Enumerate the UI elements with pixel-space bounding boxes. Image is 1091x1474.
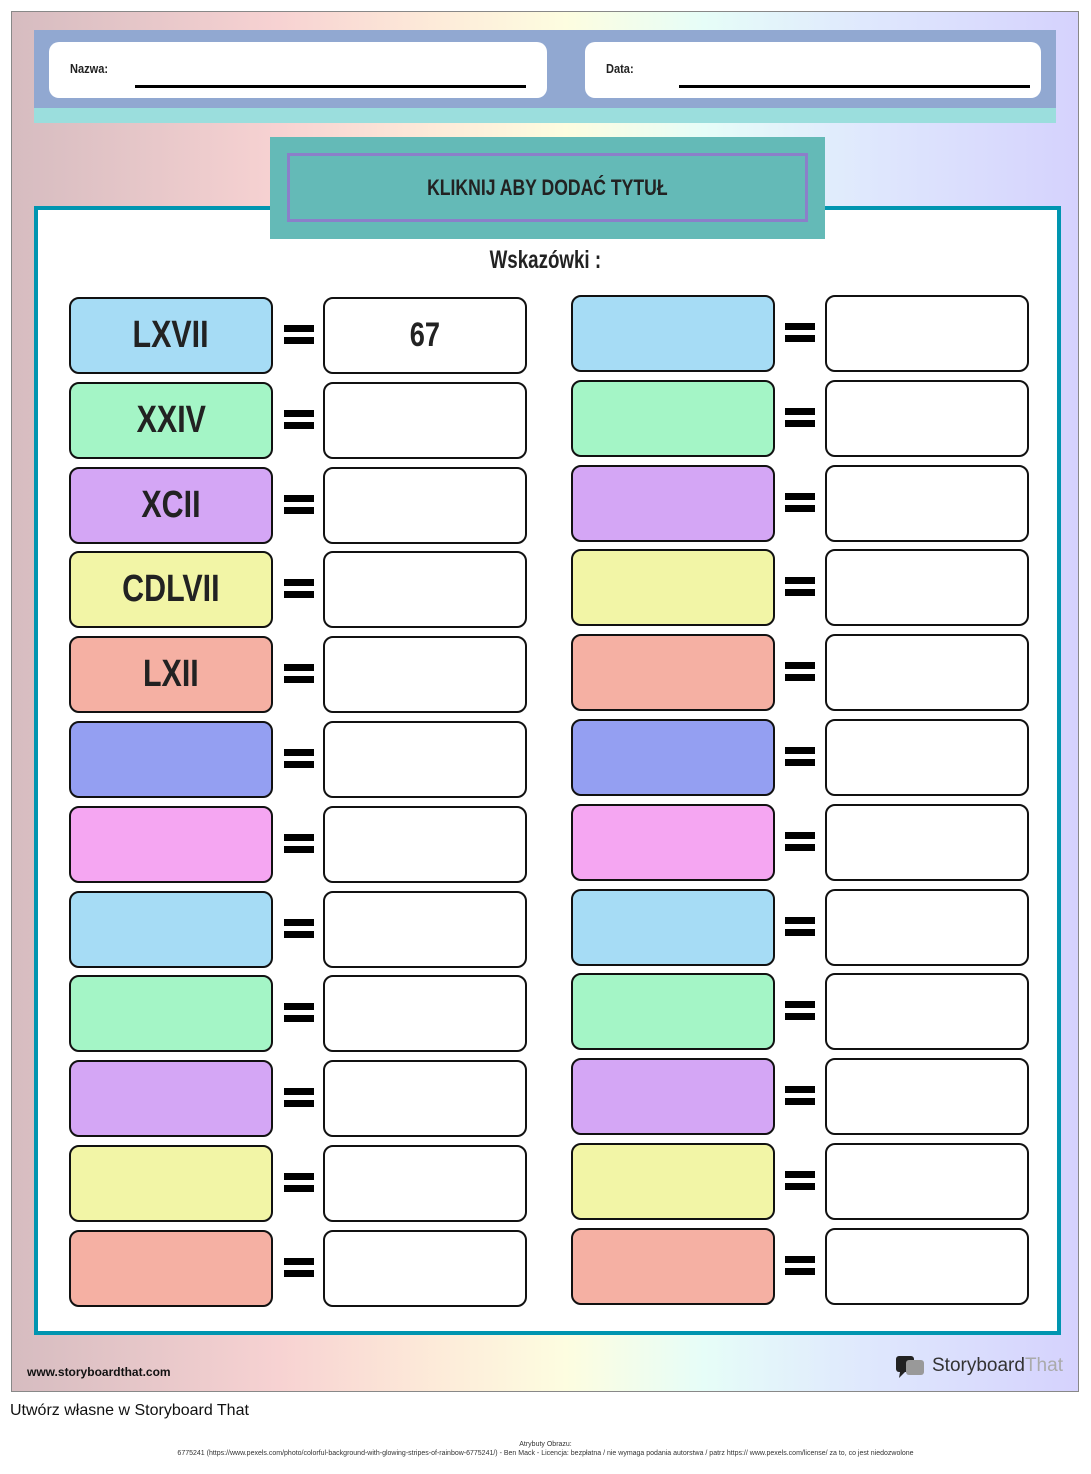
left-answer-box[interactable]: [323, 466, 527, 544]
right-roman-box: [571, 719, 775, 796]
right-answer-box[interactable]: [825, 295, 1029, 372]
date-line: [679, 85, 1030, 88]
equals-sign-icon: [284, 579, 314, 599]
equals-sign-icon: [284, 1173, 314, 1193]
equals-sign-icon: [785, 831, 815, 852]
right-roman-box: [571, 379, 775, 457]
left-answer-box[interactable]: [323, 551, 527, 629]
right-roman-box: [571, 295, 775, 372]
right-answer-box[interactable]: [825, 549, 1029, 627]
left-roman-box: LXII: [69, 636, 273, 714]
right-roman-box: [571, 888, 775, 966]
date-label: Data:: [606, 61, 634, 76]
left-roman-box: LXVII: [69, 297, 273, 374]
header-strip: [34, 108, 1056, 123]
page-title[interactable]: KLIKNIJ ABY DODAĆ TYTUŁ: [427, 174, 668, 200]
equals-sign-icon: [785, 1255, 815, 1276]
left-answer-box-text: 67: [409, 316, 441, 354]
left-roman-box: [69, 890, 273, 968]
left-answer-box[interactable]: [323, 721, 527, 798]
storyboardthat-logo[interactable]: StoryboardThat: [896, 1354, 1063, 1378]
left-answer-box[interactable]: [323, 381, 527, 459]
right-answer-box[interactable]: [825, 464, 1029, 542]
equals-sign-icon: [284, 325, 314, 345]
equals-sign-icon: [284, 409, 314, 430]
left-answer-box[interactable]: [323, 1060, 527, 1138]
left-roman-box-text: LXII: [143, 653, 199, 696]
equals-sign-icon: [284, 664, 314, 684]
right-answer-box[interactable]: [825, 379, 1029, 457]
right-roman-box: [571, 1058, 775, 1136]
footer-url[interactable]: www.storyboardthat.com: [27, 1365, 171, 1379]
left-roman-box: [69, 721, 273, 798]
right-roman-box: [571, 549, 775, 627]
left-roman-box: [69, 1060, 273, 1138]
right-answer-box[interactable]: [825, 888, 1029, 966]
equals-sign-icon: [785, 492, 815, 513]
date-field[interactable]: Data:: [585, 42, 1041, 98]
equals-sign-icon: [785, 747, 815, 767]
equals-sign-icon: [785, 577, 815, 597]
left-roman-box: [69, 975, 273, 1053]
right-answer-box[interactable]: [825, 1227, 1029, 1305]
title-box[interactable]: KLIKNIJ ABY DODAĆ TYTUŁ: [270, 137, 825, 239]
hint-heading: Wskazówki :: [489, 246, 602, 274]
attribution-title: Atrybuty Obrazu:: [519, 1441, 572, 1448]
left-answer-box[interactable]: 67: [323, 297, 527, 374]
equals-sign-icon: [284, 1088, 314, 1108]
left-answer-box[interactable]: [323, 805, 527, 883]
right-answer-box[interactable]: [825, 973, 1029, 1051]
left-answer-box[interactable]: [323, 1145, 527, 1222]
right-answer-box[interactable]: [825, 719, 1029, 796]
right-roman-box: [571, 1227, 775, 1305]
name-line: [135, 85, 526, 88]
right-roman-box: [571, 973, 775, 1051]
name-label: Nazwa:: [70, 61, 109, 76]
right-answer-box[interactable]: [825, 1058, 1029, 1136]
left-roman-box: [69, 1229, 273, 1307]
create-own-link[interactable]: Utwórz własne w Storyboard That: [10, 1402, 249, 1419]
equals-sign-icon: [284, 1003, 314, 1023]
equals-sign-icon: [785, 1086, 815, 1106]
left-roman-box: [69, 805, 273, 883]
equals-sign-icon: [785, 916, 815, 937]
right-answer-box[interactable]: [825, 634, 1029, 712]
equals-sign-icon: [284, 833, 314, 854]
left-answer-box[interactable]: [323, 975, 527, 1053]
left-answer-box[interactable]: [323, 636, 527, 714]
left-roman-box-text: XXIV: [136, 398, 206, 441]
left-roman-box-text: CDLVII: [122, 568, 220, 611]
right-roman-box: [571, 803, 775, 881]
left-roman-box: XXIV: [69, 381, 273, 459]
left-roman-box: CDLVII: [69, 551, 273, 629]
equals-sign-icon: [785, 1171, 815, 1191]
equals-sign-icon: [785, 662, 815, 682]
left-roman-box-text: LXVII: [132, 314, 210, 356]
right-answer-box[interactable]: [825, 1143, 1029, 1220]
right-roman-box: [571, 634, 775, 712]
name-field[interactable]: Nazwa:: [49, 42, 547, 98]
right-answer-box[interactable]: [825, 803, 1029, 881]
right-roman-box: [571, 1143, 775, 1220]
left-answer-box[interactable]: [323, 890, 527, 968]
left-roman-box: XCII: [69, 466, 273, 544]
left-roman-box-text: XCII: [141, 483, 201, 526]
equals-sign-icon: [284, 749, 314, 769]
equals-sign-icon: [785, 1001, 815, 1021]
speech-bubble-icon: [896, 1356, 924, 1378]
attribution-text: 6775241 (https://www.pexels.com/photo/co…: [177, 1450, 914, 1457]
equals-sign-icon: [284, 1257, 314, 1278]
left-answer-box[interactable]: [323, 1229, 527, 1307]
right-roman-box: [571, 464, 775, 542]
equals-sign-icon: [284, 918, 314, 939]
equals-sign-icon: [284, 494, 314, 515]
equals-sign-icon: [785, 407, 815, 428]
equals-sign-icon: [785, 323, 815, 343]
left-roman-box: [69, 1145, 273, 1222]
